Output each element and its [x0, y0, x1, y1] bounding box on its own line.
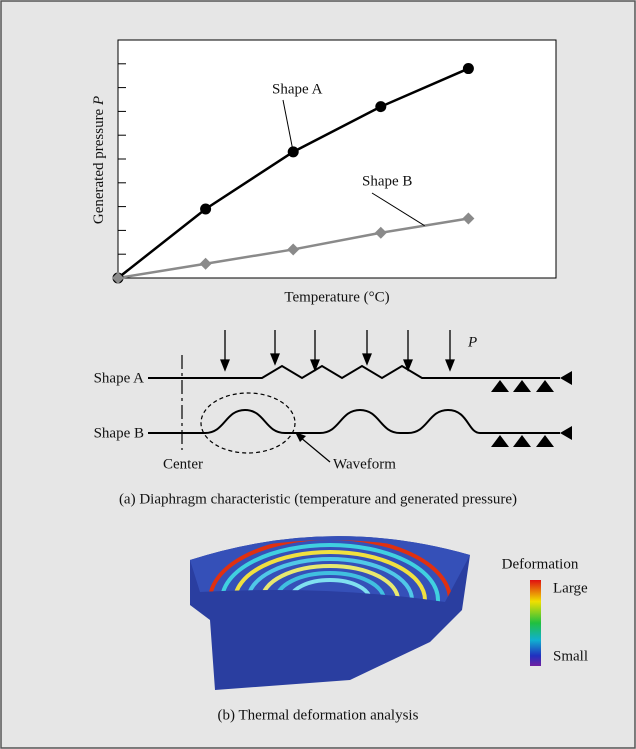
legend-title: Deformation [502, 556, 579, 572]
shape-label: Shape B [94, 425, 144, 441]
legend-label: Large [553, 580, 588, 596]
figure: Shape A Shape B Generated pressure P Temp… [0, 0, 636, 749]
y-axis-label-text: Generated pressure [91, 108, 107, 224]
center-label: Center [163, 456, 203, 472]
pressure-label: P [467, 334, 477, 350]
series-label: Shape B [362, 173, 412, 189]
x-axis-label: Temperature (°C) [284, 289, 389, 305]
marker [463, 63, 474, 74]
waveform-label: Waveform [333, 456, 396, 472]
y-axis-label-var: P [91, 96, 107, 106]
caption: (a) Diaphragm characteristic (temperatur… [119, 491, 517, 507]
y-axis-label: Generated pressure P [91, 96, 107, 224]
marker [375, 101, 386, 112]
series-label: Shape A [272, 81, 323, 97]
marker [200, 203, 211, 214]
shape-label: Shape A [94, 370, 145, 386]
caption: (b) Thermal deformation analysis [218, 707, 419, 723]
legend-label: Small [553, 648, 588, 664]
